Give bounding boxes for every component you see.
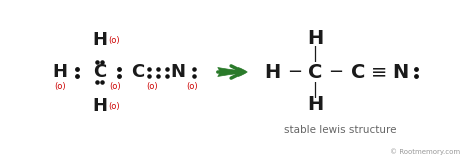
Text: |: |: [312, 82, 318, 98]
Text: H: H: [307, 30, 323, 48]
Text: (o): (o): [54, 82, 66, 90]
Text: (o): (o): [108, 101, 120, 111]
Text: H: H: [92, 31, 108, 49]
Text: (o): (o): [108, 35, 120, 45]
Text: H: H: [53, 63, 67, 81]
Text: C: C: [351, 62, 365, 82]
Text: ≡: ≡: [371, 62, 387, 82]
Text: (o): (o): [109, 83, 121, 91]
Text: (o): (o): [186, 83, 198, 91]
Text: © Rootmemory.com: © Rootmemory.com: [390, 149, 460, 155]
Text: N: N: [392, 62, 408, 82]
Text: |: |: [312, 46, 318, 62]
Text: stable lewis structure: stable lewis structure: [284, 125, 396, 135]
Text: C: C: [93, 63, 107, 81]
Text: −: −: [287, 63, 302, 81]
Text: (o): (o): [146, 83, 158, 91]
Text: H: H: [264, 62, 280, 82]
Text: H: H: [307, 96, 323, 114]
Text: C: C: [308, 62, 322, 82]
Text: H: H: [92, 97, 108, 115]
Text: −: −: [328, 63, 344, 81]
Text: C: C: [131, 63, 145, 81]
Text: N: N: [171, 63, 185, 81]
